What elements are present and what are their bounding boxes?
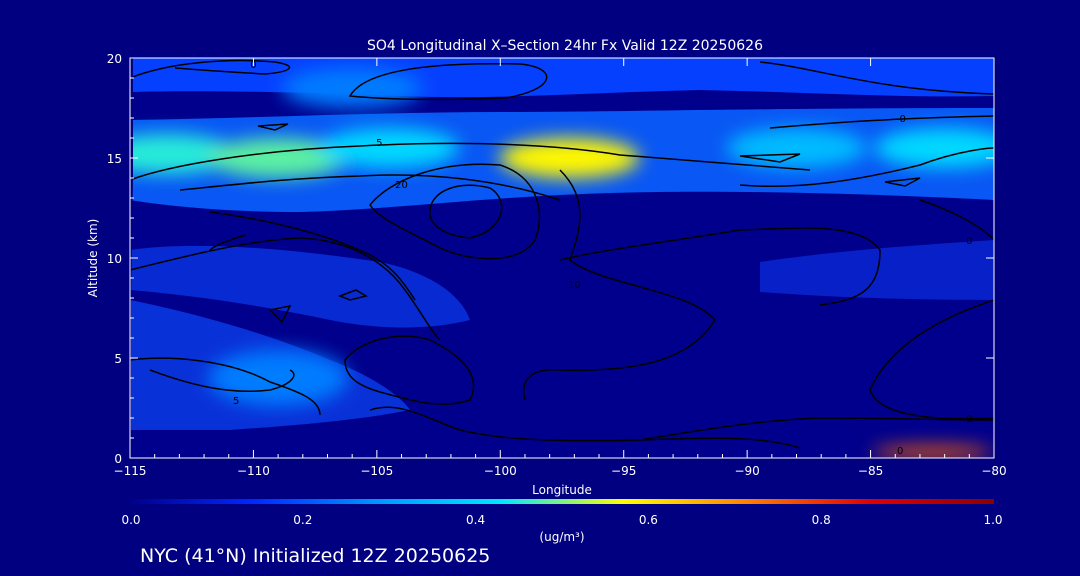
contour-line (919, 199, 994, 241)
contour-label: 0 (966, 236, 972, 247)
concentration-blob (282, 68, 423, 108)
concentration-blob (208, 350, 349, 406)
contour-line (739, 153, 801, 163)
contour-line (869, 299, 994, 420)
contour-line (769, 115, 994, 129)
y-tick-label: 0 (114, 452, 122, 466)
contour-line (257, 123, 289, 131)
contour-label: 5 (376, 138, 382, 149)
contour-line (209, 211, 416, 301)
contour-line (348, 62, 548, 101)
contour-line (130, 142, 811, 181)
x-tick-label: −90 (734, 464, 759, 478)
x-axis-label: Longitude (532, 483, 592, 497)
colorbar-tick-label: 0.8 (812, 513, 831, 527)
colorbar-ramp (130, 499, 994, 504)
y-axis: 0 5 10 15 20 (107, 52, 994, 466)
contour-line (429, 184, 503, 239)
y-tick-label: 20 (107, 52, 122, 66)
contour-label: 0 (899, 114, 905, 125)
contour-line (209, 234, 246, 251)
chart-title: SO4 Longitudinal X–Section 24hr Fx Valid… (367, 38, 763, 54)
colorbar-tick-label: 0.4 (466, 513, 485, 527)
contour-line (130, 59, 291, 79)
concentration-blob (319, 128, 460, 168)
contour-label: 0 (966, 414, 972, 425)
contour-line (759, 61, 994, 95)
x-tick-label: −80 (981, 464, 1006, 478)
contour-line (884, 177, 921, 187)
contour-line (344, 335, 475, 405)
contour-line (559, 227, 881, 306)
concentration-blobs (130, 68, 994, 458)
colorbar-tick-label: 0.0 (121, 513, 140, 527)
contour-line (268, 304, 292, 324)
footer-caption: NYC (41°N) Initialized 12Z 20250625 (140, 545, 490, 567)
y-tick-label: 15 (107, 152, 122, 166)
y-tick-label: 5 (114, 352, 122, 366)
concentration-blob (872, 446, 993, 458)
concentration-blob (499, 138, 640, 178)
colorbar: 0.0 0.2 0.4 0.6 0.8 1.0 (ug/m³) (121, 499, 1003, 544)
y-tick-label: 10 (107, 252, 122, 266)
concentration-blob (726, 128, 867, 168)
colorbar-tick-label: 1.0 (983, 513, 1002, 527)
contour-line (149, 369, 295, 393)
contour-line (369, 406, 801, 449)
concentration-blob (874, 128, 994, 168)
concentration-blob (130, 134, 238, 174)
contour-label: 5 (233, 396, 239, 407)
contour-line (523, 169, 716, 401)
contour-line (130, 237, 441, 341)
colorbar-units: (ug/m³) (539, 530, 584, 544)
plot-area: 05200010500 (130, 58, 994, 458)
contour-lines (130, 59, 994, 449)
colorbar-tick-label: 0.2 (293, 513, 312, 527)
x-tick-label: −85 (858, 464, 883, 478)
contour-label: 0 (897, 446, 903, 457)
mid-haze (130, 245, 470, 328)
colorbar-tick-label: 0.6 (639, 513, 658, 527)
contour-line (739, 147, 994, 188)
colorbar-ticks: 0.0 0.2 0.4 0.6 0.8 1.0 (121, 513, 1002, 527)
contour-label: 20 (395, 180, 408, 191)
x-tick-label: −95 (611, 464, 636, 478)
x-axis: −115 −110 −105 −100 −95 −90 −85 −80 (114, 58, 1007, 478)
x-tick-label: −110 (237, 464, 270, 478)
contour-line (337, 289, 368, 301)
contour-line (130, 357, 321, 416)
contour-line (369, 163, 541, 260)
contour-line (179, 174, 561, 201)
x-tick-label: −100 (484, 464, 517, 478)
x-tick-label: −115 (114, 464, 147, 478)
x-tick-label: −105 (360, 464, 393, 478)
top-band (130, 58, 994, 98)
y-axis-label: Altitude (km) (86, 219, 100, 298)
contour-line (639, 417, 994, 441)
contour-label: 10 (568, 280, 581, 291)
